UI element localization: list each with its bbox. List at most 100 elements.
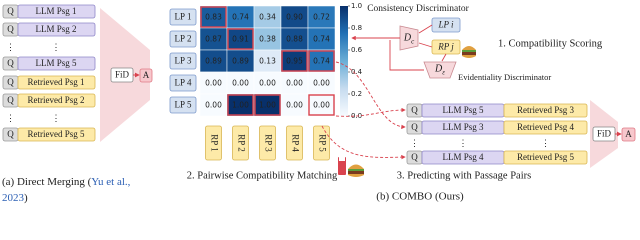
caption-part: (a) Direct Merging ( xyxy=(2,176,92,188)
answer-label: A xyxy=(625,129,632,139)
selected-cell xyxy=(308,94,335,116)
cell-label: 0.00 xyxy=(232,79,249,88)
pair-arrow xyxy=(335,107,406,117)
cell-label: 0.88 xyxy=(286,35,303,44)
passage-label: Retrieved Psg 4 xyxy=(517,122,574,132)
cell-label: 0.87 xyxy=(205,35,222,44)
pair-arrow xyxy=(335,61,406,130)
passage-label: ⋮ xyxy=(52,113,61,123)
colorbar-label: 0.6 xyxy=(351,46,363,54)
lp-label: LP i xyxy=(437,20,454,30)
passage-box xyxy=(503,103,588,118)
passage-box xyxy=(503,150,588,165)
caption: (a) Direct Merging (Yu et al., xyxy=(2,176,131,188)
step-title: 2. Pairwise Compatibility Matching xyxy=(187,170,338,181)
pair-arrow xyxy=(321,125,406,160)
passage-label: Retrieved Psg 1 xyxy=(28,77,85,87)
cell-label: 0.00 xyxy=(286,79,303,88)
passage-label: Retrieved Psg 5 xyxy=(28,129,85,139)
cell-label: 0.13 xyxy=(259,57,276,66)
passage-box xyxy=(17,75,96,90)
col-label: RP 2 xyxy=(236,134,246,151)
passage-label: ⋮ xyxy=(52,42,61,52)
cell-label: 0.90 xyxy=(286,13,303,22)
col-label-box xyxy=(313,125,330,161)
discriminator-c-label: Dc xyxy=(403,33,415,45)
burger-icon xyxy=(338,157,364,177)
subscript: c xyxy=(411,37,415,45)
passage-label: LLM Psg 1 xyxy=(35,6,76,16)
passage-label: ⋮ xyxy=(541,138,550,148)
passage-box xyxy=(503,120,588,135)
passage-box xyxy=(17,127,96,142)
cell-label: 0.95 xyxy=(286,57,303,66)
row-label-box xyxy=(169,30,197,48)
passage-box xyxy=(17,56,96,71)
cell-label: 0.00 xyxy=(259,79,276,88)
arrow xyxy=(441,53,447,62)
symbol: D xyxy=(403,33,412,44)
query-label: Q xyxy=(7,77,14,87)
discriminator-name: Consistency Discriminator xyxy=(367,4,469,14)
passage-label: LLM Psg 4 xyxy=(442,152,484,162)
passage-label: LLM Psg 5 xyxy=(442,105,484,115)
row-label-box xyxy=(169,96,197,114)
col-label-box xyxy=(286,125,303,161)
row-label-box xyxy=(169,52,197,70)
cell-label: 0.00 xyxy=(205,101,222,110)
query-label: Q xyxy=(7,24,14,34)
col-label: RP 3 xyxy=(263,134,273,152)
col-label-box xyxy=(205,125,222,161)
passage-label: ⋮ xyxy=(459,138,468,148)
cell-label: 0.74 xyxy=(313,35,330,44)
query-label: ⋮ xyxy=(6,42,15,52)
answer-label: A xyxy=(143,70,150,80)
row-label-box xyxy=(169,74,197,92)
passage-box xyxy=(17,93,96,108)
discriminator-c xyxy=(399,25,419,51)
cell-label: 0.00 xyxy=(286,101,303,110)
row-label: LP 5 xyxy=(175,100,192,110)
cell-label: 0.00 xyxy=(313,79,330,88)
reader-label: FiD xyxy=(115,70,130,80)
step-title: 1. Compatibility Scoring xyxy=(498,38,603,49)
passage-label: Retrieved Psg 2 xyxy=(28,95,85,105)
col-label: RP 4 xyxy=(290,134,300,152)
cell-label: 0.34 xyxy=(259,13,276,22)
caption: (b) COMBO (Ours) xyxy=(376,191,464,203)
caption: 2023) xyxy=(2,192,28,204)
cell-label: 0.00 xyxy=(313,101,330,110)
passage-box xyxy=(17,4,96,19)
col-label: RP 5 xyxy=(317,134,327,152)
discriminator-e xyxy=(423,61,457,79)
query-label: Q xyxy=(411,105,418,115)
selected-cell xyxy=(281,50,308,72)
row-label: LP 1 xyxy=(175,12,192,22)
cell-label: 0.83 xyxy=(205,13,222,22)
colorbar-label: 0.8 xyxy=(351,24,362,32)
query-label: ⋮ xyxy=(410,138,419,148)
query-label: Q xyxy=(7,6,14,16)
caption-part: 2023 xyxy=(2,192,25,204)
passage-label: Retrieved Psg 5 xyxy=(517,152,574,162)
colorbar xyxy=(340,6,348,116)
selected-cell xyxy=(200,6,227,28)
cell-label: 1.00 xyxy=(232,101,249,110)
arrow xyxy=(389,40,424,71)
selected-cell xyxy=(227,94,254,116)
discriminator-name: Evidentiality Discriminator xyxy=(458,72,551,82)
colorbar-label: 1.0 xyxy=(351,2,362,10)
cell-label: 0.91 xyxy=(232,35,249,44)
col-label-box xyxy=(232,125,249,161)
query-label: Q xyxy=(411,152,418,162)
cell-label: 0.38 xyxy=(259,35,276,44)
query-label: Q xyxy=(7,129,14,139)
figure: Q LLM Psg 1 Q LLM Psg 2 ⋮ ⋮ Q LLM Psg 5 Q Retriev… xyxy=(2,2,636,204)
arrow xyxy=(418,24,433,34)
colorbar-label: 0.4 xyxy=(351,68,363,76)
passage-label: Retrieved Psg 3 xyxy=(517,105,574,115)
answer-box xyxy=(621,127,636,142)
discriminator-e-label: Dε xyxy=(434,64,445,76)
subscript: ε xyxy=(442,68,445,76)
selected-cell xyxy=(254,94,281,116)
